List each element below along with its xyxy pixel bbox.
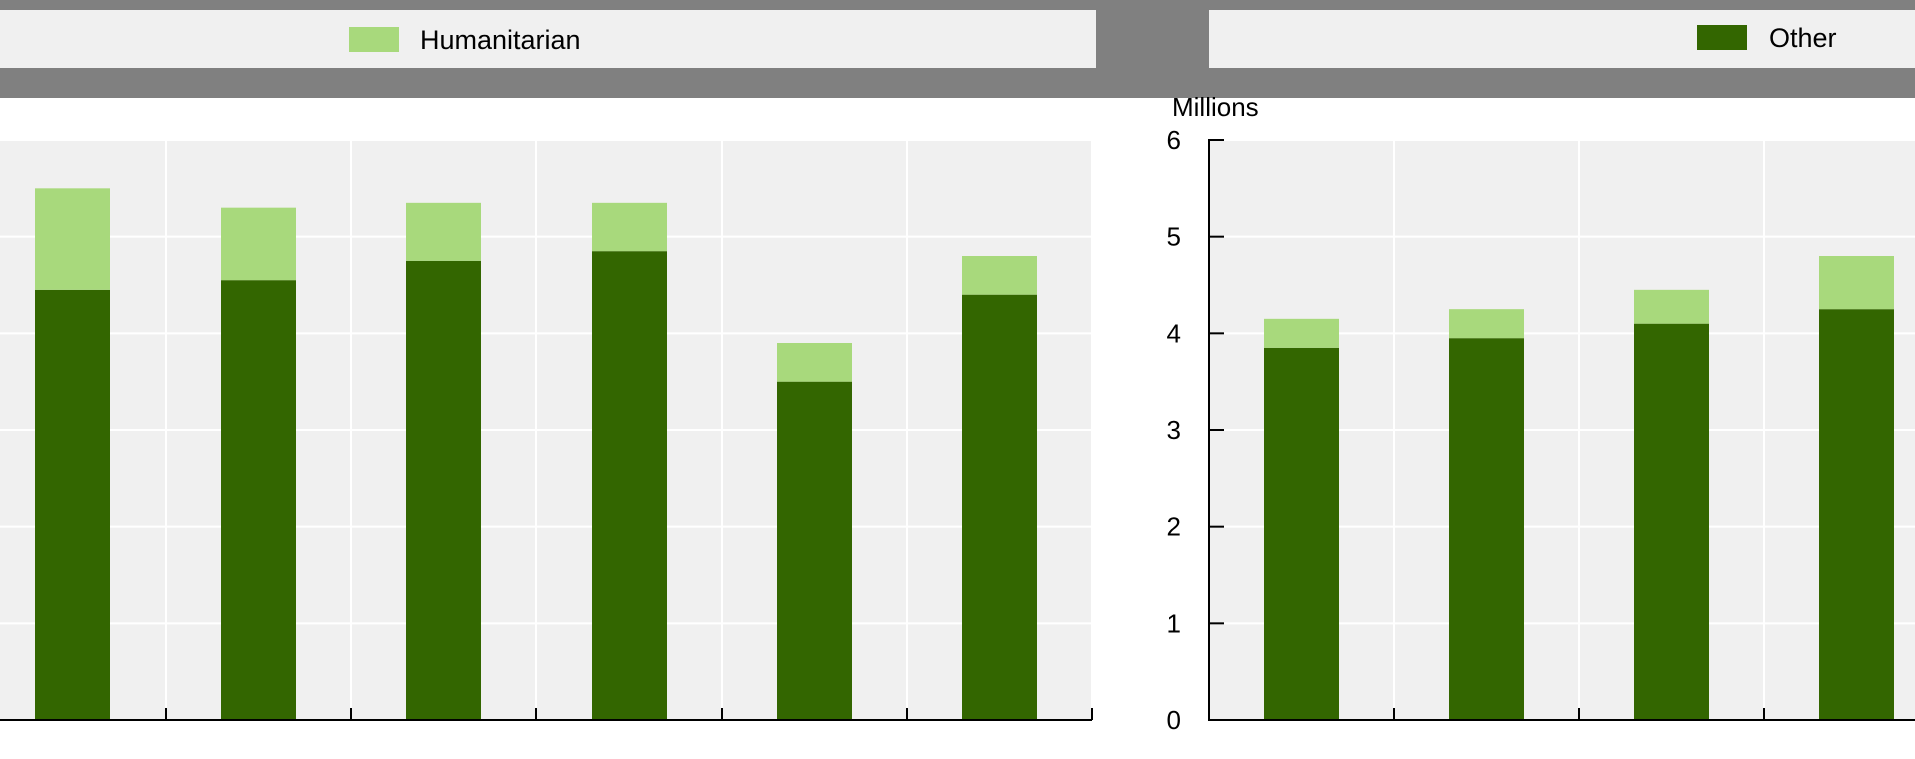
chart-right-y-tick-label: 1 — [1167, 608, 1181, 638]
chart-left-bar-humanitarian-3 — [406, 202, 481, 261]
chart-right-bar-other-1 — [1264, 347, 1339, 720]
chart-right-y-tick-label: 6 — [1167, 125, 1181, 155]
chart-right-bar-other-3 — [1634, 323, 1709, 720]
chart-left-bar-other-6 — [962, 294, 1037, 720]
legend-left: Humanitarian — [0, 0, 1100, 98]
chart-left-bar-humanitarian-1 — [35, 188, 110, 290]
chart-right-bar-humanitarian-4 — [1819, 256, 1894, 310]
chart-left-bar-other-1 — [35, 289, 110, 720]
chart-left-bar-other-4 — [592, 251, 667, 720]
chart-left-bar-other-2 — [221, 280, 296, 720]
chart-right-y-tick-label: 0 — [1167, 705, 1181, 735]
legend-swatch-other — [1697, 25, 1747, 50]
chart-right-bar-other-2 — [1449, 338, 1524, 720]
chart-right-y-tick-label: 2 — [1167, 512, 1181, 542]
legend-label-humanitarian: Humanitarian — [420, 25, 581, 55]
legend-left-box — [0, 10, 1096, 68]
chart-left-bar-humanitarian-5 — [777, 343, 852, 382]
chart-right-y-axis-title: Millions — [1172, 92, 1259, 122]
chart-left-bar-humanitarian-6 — [962, 256, 1037, 295]
chart-right: 0 1 2 3 4 5 6 Millions — [1167, 92, 1915, 735]
chart-right-y-tick-label: 4 — [1167, 318, 1181, 348]
chart-right-bar-humanitarian-3 — [1634, 289, 1709, 324]
chart-right-y-tick-label: 3 — [1167, 415, 1181, 445]
legend-right-box — [1209, 10, 1915, 68]
chart-left-bar-other-3 — [406, 260, 481, 720]
chart-left-bar-humanitarian-4 — [592, 202, 667, 252]
chart-right-bar-humanitarian-2 — [1449, 309, 1524, 339]
chart-left — [0, 139, 1093, 721]
chart-left-bar-humanitarian-2 — [221, 207, 296, 281]
chart-left-bar-other-5 — [777, 381, 852, 720]
legend-right: Other — [1100, 0, 1915, 98]
legend-label-other: Other — [1769, 23, 1837, 53]
chart-right-bar-humanitarian-1 — [1264, 318, 1339, 348]
chart-right-y-tick-label: 5 — [1167, 222, 1181, 252]
legend-swatch-humanitarian — [349, 27, 399, 52]
chart-right-bar-other-4 — [1819, 309, 1894, 720]
